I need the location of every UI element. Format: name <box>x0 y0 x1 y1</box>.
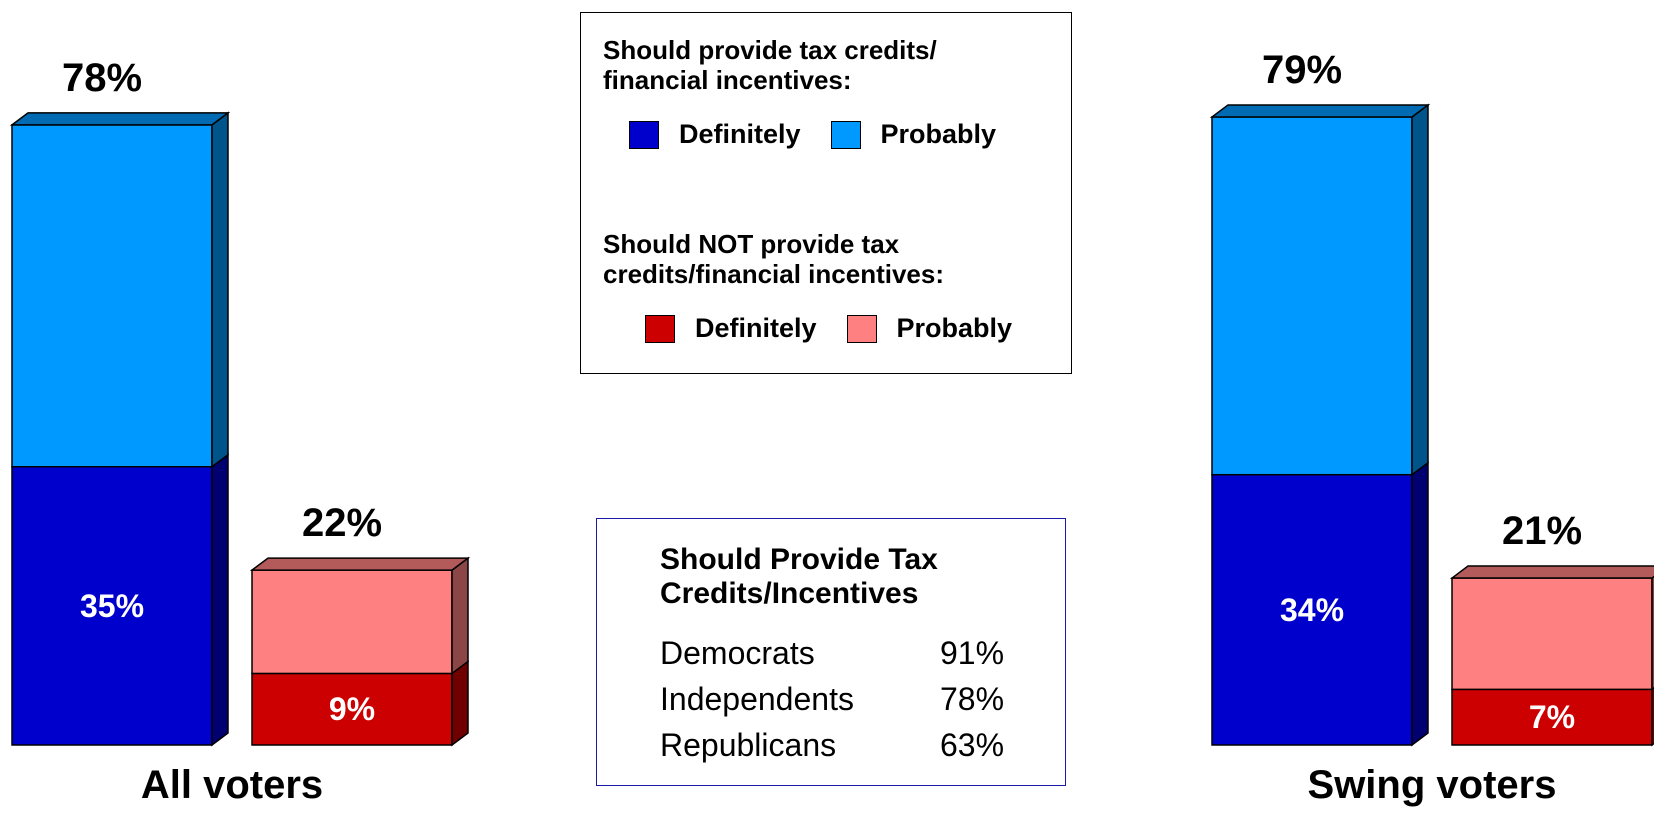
bar-segment-definitely <box>1211 473 1413 746</box>
bar-side-definitely <box>211 453 229 747</box>
bar-segment-definitely <box>251 672 453 746</box>
legend: Should provide tax credits/ financial in… <box>580 12 1072 374</box>
legend-swatch-provide-definitely <box>629 120 659 149</box>
party-name: Independents <box>660 681 854 717</box>
bar-side-definitely <box>451 659 469 747</box>
bar-side-probably <box>1411 103 1429 477</box>
bar-top <box>9 112 231 126</box>
party-value: 63% <box>940 727 1005 763</box>
bar-total-label: 21% <box>1502 509 1582 553</box>
bar-segment-probably <box>1211 116 1413 476</box>
legend-row-not-provide: Definitely Probably <box>645 313 1012 344</box>
legend-label-not-probably: Probably <box>896 313 1013 343</box>
legend-heading-line: financial incentives: <box>603 65 852 95</box>
party-table-title: Should Provide Tax Credits/Incentives <box>660 543 938 611</box>
bar-side-probably <box>451 556 469 675</box>
legend-heading-not-provide: Should NOT provide tax credits/financial… <box>603 229 944 289</box>
legend-label-not-definitely: Definitely <box>695 313 817 343</box>
legend-row-provide: Definitely Probably <box>629 119 996 150</box>
bar-total-label: 79% <box>1262 48 1342 92</box>
segment-label: 7% <box>1529 699 1575 735</box>
bar-top <box>1449 565 1654 579</box>
legend-label-provide-probably: Probably <box>880 119 997 149</box>
party-table-title-line: Should Provide Tax <box>660 543 938 576</box>
bar-total-label: 78% <box>62 56 142 100</box>
legend-swatch-not-probably <box>846 314 877 343</box>
bar-segment-probably <box>11 124 213 468</box>
bar-segment-definitely <box>11 466 213 746</box>
legend-heading-line: Should NOT provide tax <box>603 229 900 259</box>
party-row-democrats: Democrats 91% <box>660 635 1020 672</box>
group-label: Swing voters <box>1308 763 1557 807</box>
party-value: 91% <box>940 635 1005 671</box>
legend-label-provide-definitely: Definitely <box>679 119 801 149</box>
party-row-independents: Independents 78% <box>660 681 1020 718</box>
party-breakdown-table: Should Provide Tax Credits/Incentives De… <box>596 518 1066 786</box>
legend-heading-line: credits/financial incentives: <box>603 259 945 289</box>
bar-segment-probably <box>251 569 453 675</box>
bar-top <box>1209 104 1431 118</box>
legend-swatch-not-definitely <box>645 314 675 343</box>
bar-top <box>249 557 471 571</box>
segment-label: 34% <box>1280 592 1344 628</box>
bar-side-definitely <box>1411 461 1429 747</box>
party-table-title-line: Credits/Incentives <box>660 577 919 610</box>
party-value: 78% <box>940 681 1005 717</box>
group-label: All voters <box>141 763 323 807</box>
segment-label: 9% <box>329 691 375 727</box>
legend-heading-line: Should provide tax credits/ <box>603 35 937 65</box>
party-row-republicans: Republicans 63% <box>660 727 1020 764</box>
bar-segment-probably <box>1451 577 1653 691</box>
legend-heading-provide: Should provide tax credits/ financial in… <box>603 35 937 95</box>
segment-label: 35% <box>80 588 144 624</box>
party-name: Republicans <box>660 727 837 763</box>
party-name: Democrats <box>660 635 815 671</box>
bar-side-probably <box>211 111 229 469</box>
bar-total-label: 22% <box>302 501 382 545</box>
legend-swatch-provide-probably <box>830 120 861 149</box>
